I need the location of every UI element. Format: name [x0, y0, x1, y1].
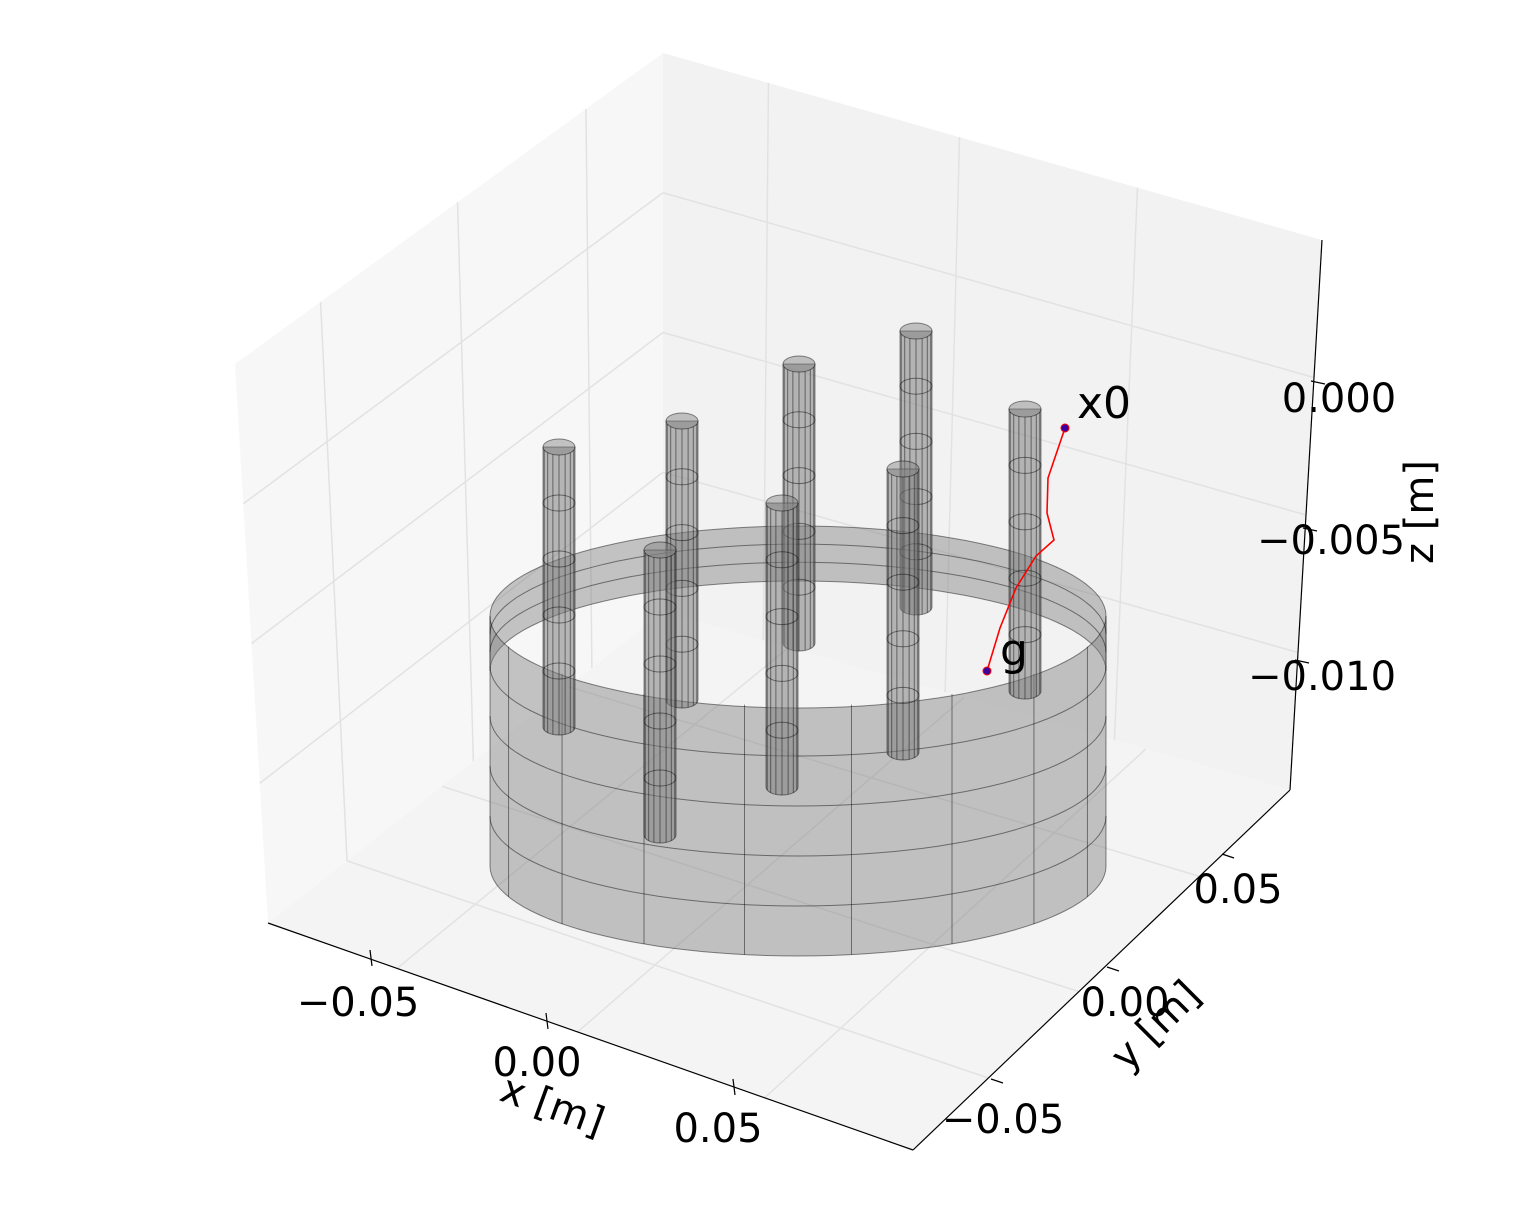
pillar-body [765, 502, 799, 796]
goal-annotation: g [1000, 625, 1028, 676]
pillar-ring [886, 686, 920, 704]
x-tick [732, 1078, 736, 1096]
pillar-ring [643, 712, 677, 730]
left-pane [235, 53, 663, 923]
pillar [643, 541, 677, 844]
grid-line [764, 748, 1147, 1099]
pillar-ring [765, 608, 799, 626]
z-axis-label: z [m] [1397, 460, 1443, 564]
pillar-ring [886, 573, 920, 591]
z-tick-label: −0.010 [1248, 654, 1396, 700]
pillar [765, 494, 799, 796]
y-tick [1106, 966, 1120, 972]
back-pane [663, 53, 1322, 790]
x-tick-label: 0.05 [673, 1106, 762, 1152]
pillar-ring [665, 468, 699, 486]
pillar [1008, 400, 1042, 700]
grid-line [346, 860, 989, 1079]
y-tick-label: 0.00 [1080, 980, 1169, 1026]
pillar-ring [1008, 626, 1042, 644]
grid-lines [242, 82, 1315, 1099]
y-tick [1221, 853, 1235, 859]
pillar-ring [1008, 456, 1042, 474]
z-tick-label: −0.005 [1257, 518, 1405, 564]
pillar-cap [765, 494, 799, 512]
floor-pane [268, 612, 1290, 1150]
pillar-ring [643, 769, 677, 787]
x-tick-label: 0.00 [492, 1040, 581, 1086]
pillar-ring [542, 550, 576, 568]
goal-marker [982, 666, 992, 676]
pillar-ring [665, 524, 699, 542]
pillar-body [1008, 408, 1042, 700]
y-tick-label: 0.05 [1193, 867, 1282, 913]
pillar-ring [542, 606, 576, 624]
grid-line [396, 647, 789, 969]
x-tick [545, 1012, 549, 1030]
grid-line [662, 192, 1315, 379]
trajectory [982, 423, 1070, 676]
pillar-ring [886, 630, 920, 648]
pillar-body [643, 549, 677, 844]
pillar-ring [782, 411, 816, 429]
pillar-ring [542, 662, 576, 680]
tick-labels: −0.05 0.00 0.05 −0.05 0.00 0.05 −0.010 −0.005 0.… [297, 376, 1405, 1152]
pillar-ring [765, 551, 799, 569]
ring-band [489, 765, 1107, 857]
pillar-ring [886, 517, 920, 535]
x-tick [369, 949, 373, 967]
pillar-ring [782, 467, 816, 485]
grid-line [662, 331, 1307, 516]
pillar-ring [899, 432, 933, 450]
pillar-ring [899, 377, 933, 395]
pillar-body [886, 468, 920, 761]
x-tick-label: −0.05 [297, 980, 420, 1026]
y-tick [990, 1078, 1004, 1084]
pillar-cap [782, 355, 816, 373]
z-tick [1294, 659, 1310, 664]
pillar-cap [665, 412, 699, 430]
grid-line [441, 785, 1080, 993]
pillar-cap [542, 438, 576, 456]
pillar-ring [643, 655, 677, 673]
grid-line [259, 471, 664, 784]
grid-line [242, 192, 664, 505]
pillar-ring [643, 598, 677, 616]
pillar-ring [542, 494, 576, 512]
pillar-ring [765, 664, 799, 682]
z-tick [1302, 527, 1318, 532]
pillar-cap [886, 460, 920, 478]
pillar-body [542, 446, 576, 736]
x-axis-line [267, 922, 914, 1151]
y-tick-label: −0.05 [942, 1097, 1065, 1143]
ring-band [489, 815, 1107, 907]
pillar-ring [1008, 513, 1042, 531]
z-axis-line [1289, 239, 1323, 791]
start-annotation: x0 [1077, 378, 1131, 429]
pillar-ring [1008, 569, 1042, 587]
pillar-ring [765, 721, 799, 739]
y-axis-line [912, 789, 1291, 1151]
trajectory-line [986, 427, 1066, 672]
grid-line [662, 471, 1299, 654]
start-marker [1060, 423, 1070, 433]
obstacles [489, 322, 1107, 957]
pillar [542, 438, 576, 736]
grid-line [251, 331, 664, 645]
ring-band [489, 715, 1107, 807]
z-tick-label: 0.000 [1282, 376, 1397, 422]
pillar-cap [1008, 400, 1042, 418]
pillar [886, 460, 920, 761]
axis-lines [267, 239, 1326, 1151]
z-tick [1310, 380, 1326, 385]
pillar-cap [643, 541, 677, 559]
pillar-cap [899, 322, 933, 340]
